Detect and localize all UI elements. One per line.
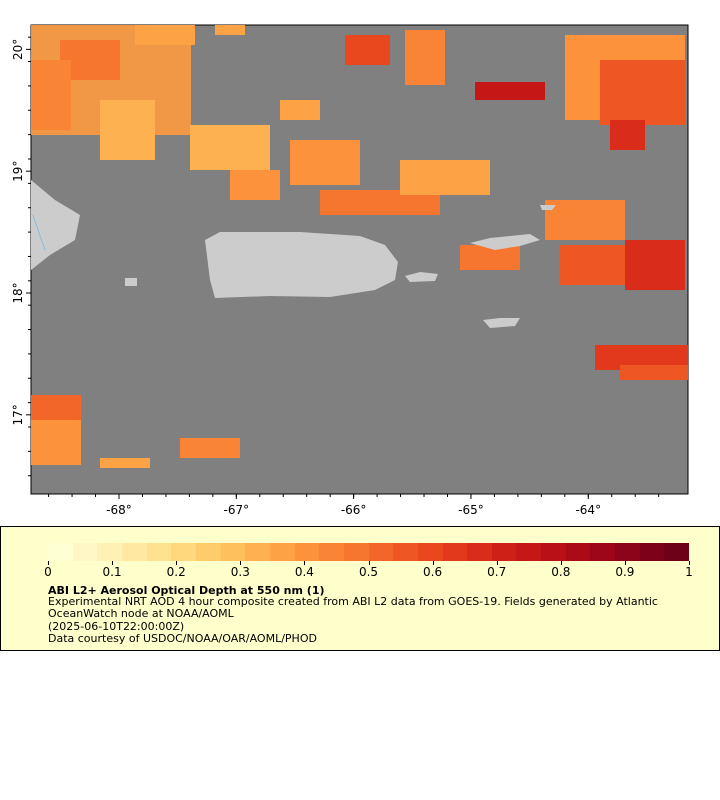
aod-patch xyxy=(620,365,688,380)
lon-tick-label: -67° xyxy=(224,503,250,517)
colorbar-segment xyxy=(565,543,591,561)
aod-patch xyxy=(215,25,245,35)
land-virgin-islands xyxy=(470,234,540,250)
land-puerto-rico xyxy=(205,232,398,298)
colorbar-segment xyxy=(368,543,394,561)
aod-patch xyxy=(230,170,280,200)
aod-patch xyxy=(600,60,685,125)
lat-tick-label: 20° xyxy=(11,39,25,60)
land-mona xyxy=(125,278,137,286)
colorbar-tick-label: 0.5 xyxy=(358,565,379,579)
colorbar-segment xyxy=(615,543,640,561)
lat-tick-label: 19° xyxy=(11,161,25,182)
colorbar-segment xyxy=(343,543,369,561)
legend-date: (2025-06-10T22:00:00Z) xyxy=(48,620,185,633)
colorbar-segment xyxy=(97,543,122,561)
colorbar-tick-mark xyxy=(496,561,498,565)
colorbar-segment xyxy=(516,543,542,561)
aod-map[interactable]: -68° -67° -66° -65° -64° 20° 19° 18° 17° xyxy=(0,0,720,525)
colorbar-tick-label: 0.4 xyxy=(294,565,314,579)
lon-tick-label: -65° xyxy=(458,503,484,517)
colorbar-segment xyxy=(121,543,147,561)
aod-patch xyxy=(400,160,490,195)
lon-tick-label: -64° xyxy=(575,503,601,517)
legend-credit: Data courtesy of USDOC/NOAA/OAR/AOML/PHO… xyxy=(48,632,317,645)
colorbar-tick-label: 0.6 xyxy=(423,565,443,579)
colorbar-segment xyxy=(72,543,98,561)
aod-patch xyxy=(545,200,625,240)
lat-tick-label: 17° xyxy=(11,404,25,425)
legend-panel: 0 0.1 0.2 0.3 0.4 0.5 0.6 0.7 0.8 0.9 1 ABI L2+ Ae… xyxy=(0,526,720,651)
aod-patch xyxy=(460,245,520,270)
longitude-axis: -68° -67° -66° -65° -64° xyxy=(48,494,660,517)
colorbar-segment xyxy=(467,543,492,561)
colorbar-segment xyxy=(393,543,418,561)
colorbar-tick-mark xyxy=(240,561,242,565)
colorbar-tick-mark xyxy=(432,561,434,565)
land-vieques xyxy=(405,272,438,282)
land-anegada xyxy=(540,205,556,210)
colorbar-segment xyxy=(220,543,246,561)
aod-patch xyxy=(135,25,195,45)
colorbar-segment xyxy=(48,543,73,561)
colorbar-tick-label: 0.8 xyxy=(551,565,571,579)
colorbar-tick-mark xyxy=(689,561,690,565)
aod-patch xyxy=(100,100,155,160)
aod-patch xyxy=(100,458,150,468)
lon-tick-label: -66° xyxy=(341,503,367,517)
aod-patch xyxy=(475,82,545,100)
aod-patch xyxy=(31,60,71,130)
colorbar-tick-mark xyxy=(48,561,49,565)
aod-patch xyxy=(290,140,360,185)
map-panel: -68° -67° -66° -65° -64° 20° 19° 18° 17° xyxy=(0,0,720,525)
colorbar-tick-label: 0.3 xyxy=(230,565,250,579)
aod-patch xyxy=(625,240,685,290)
colorbar-segment xyxy=(146,543,172,561)
aod-patch xyxy=(180,438,240,458)
colorbar-segment xyxy=(639,543,665,561)
colorbar-tick-mark xyxy=(624,561,626,565)
land-hispaniola xyxy=(31,180,80,270)
colorbar-tick-mark xyxy=(304,561,306,565)
colorbar-segment xyxy=(491,543,517,561)
colorbar-tick-label: 0.7 xyxy=(487,565,507,579)
colorbar-segment xyxy=(269,543,295,561)
colorbar-segment xyxy=(590,543,616,561)
colorbar-segment xyxy=(195,543,221,561)
legend-title: ABI L2+ Aerosol Optical Depth at 550 nm … xyxy=(48,584,325,597)
colorbar-segment xyxy=(541,543,566,561)
colorbar-segment xyxy=(294,543,320,561)
colorbar-tick-label: 0 xyxy=(44,565,52,579)
river-line xyxy=(32,214,46,251)
colorbar-tick-mark xyxy=(560,561,562,565)
colorbar-segment xyxy=(664,543,690,561)
latitude-axis: 20° 19° 18° 17° xyxy=(11,36,31,477)
land-layer xyxy=(31,180,556,328)
colorbar-segment xyxy=(417,543,443,561)
colorbar xyxy=(48,543,690,561)
colorbar-tick-mark xyxy=(176,561,178,565)
aod-patch xyxy=(610,120,645,150)
colorbar-segment xyxy=(442,543,468,561)
colorbar-tick-label: 1 xyxy=(685,565,693,579)
lat-tick-label: 18° xyxy=(11,282,25,303)
aod-patch xyxy=(405,30,445,85)
colorbar-tick-mark xyxy=(112,561,114,565)
aod-patch xyxy=(280,100,320,120)
aod-data-layer xyxy=(31,25,688,468)
land-st-croix xyxy=(483,318,520,328)
aod-patch xyxy=(345,35,390,65)
colorbar-tick-label: 0.1 xyxy=(102,565,122,579)
colorbar-tick-mark xyxy=(368,561,370,565)
aod-patch xyxy=(31,420,81,465)
legend-description: Experimental NRT AOD 4 hour composite cr… xyxy=(48,595,658,620)
aod-patch xyxy=(190,125,270,170)
colorbar-tick-label: 0.9 xyxy=(615,565,635,579)
colorbar-tick-label: 0.2 xyxy=(166,565,186,579)
colorbar-segment xyxy=(171,543,196,561)
lon-tick-label: -68° xyxy=(106,503,132,517)
colorbar-segment xyxy=(319,543,344,561)
colorbar-segment xyxy=(245,543,270,561)
